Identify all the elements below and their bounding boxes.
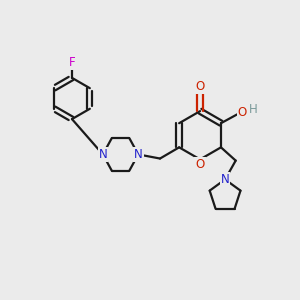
Text: O: O <box>195 158 205 171</box>
Text: N: N <box>98 148 107 161</box>
Text: N: N <box>134 148 142 161</box>
Text: O: O <box>238 106 247 119</box>
Text: H: H <box>249 103 258 116</box>
Text: F: F <box>69 56 75 69</box>
Text: O: O <box>195 80 205 94</box>
Text: N: N <box>221 173 230 186</box>
